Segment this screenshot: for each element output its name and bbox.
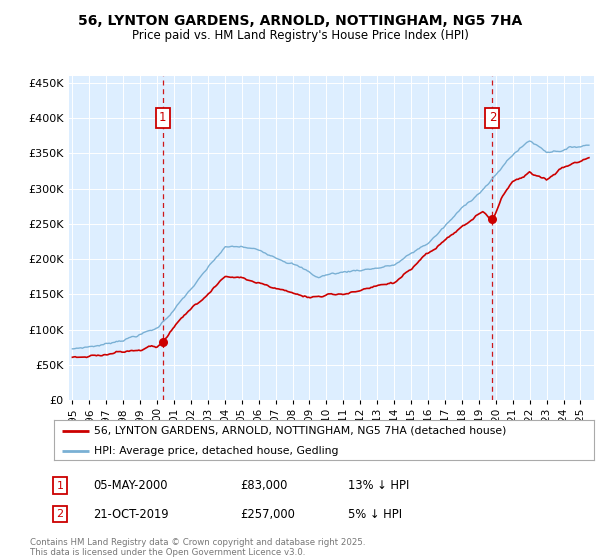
- Text: HPI: Average price, detached house, Gedling: HPI: Average price, detached house, Gedl…: [95, 446, 339, 456]
- Text: 5% ↓ HPI: 5% ↓ HPI: [348, 507, 402, 521]
- Text: 2: 2: [56, 509, 64, 519]
- Text: 56, LYNTON GARDENS, ARNOLD, NOTTINGHAM, NG5 7HA (detached house): 56, LYNTON GARDENS, ARNOLD, NOTTINGHAM, …: [95, 426, 507, 436]
- Text: 13% ↓ HPI: 13% ↓ HPI: [348, 479, 409, 492]
- Text: 2: 2: [488, 111, 496, 124]
- Text: 21-OCT-2019: 21-OCT-2019: [93, 507, 169, 521]
- Text: 56, LYNTON GARDENS, ARNOLD, NOTTINGHAM, NG5 7HA: 56, LYNTON GARDENS, ARNOLD, NOTTINGHAM, …: [78, 14, 522, 28]
- Text: Contains HM Land Registry data © Crown copyright and database right 2025.
This d: Contains HM Land Registry data © Crown c…: [30, 538, 365, 557]
- Text: 05-MAY-2000: 05-MAY-2000: [93, 479, 167, 492]
- Text: 1: 1: [159, 111, 167, 124]
- Text: £257,000: £257,000: [240, 507, 295, 521]
- Text: Price paid vs. HM Land Registry's House Price Index (HPI): Price paid vs. HM Land Registry's House …: [131, 29, 469, 42]
- Text: £83,000: £83,000: [240, 479, 287, 492]
- Text: 1: 1: [56, 480, 64, 491]
